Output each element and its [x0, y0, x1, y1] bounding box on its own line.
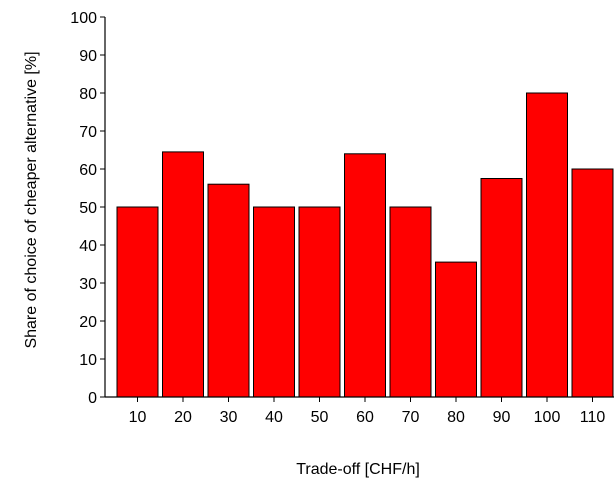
- y-tick-label: 60: [79, 162, 97, 179]
- x-tick-label: 90: [493, 409, 511, 426]
- x-tick-label: 60: [356, 409, 374, 426]
- y-axis-title: Share of choice of cheaper alternative […: [23, 51, 40, 348]
- bar-50: [298, 206, 341, 398]
- y-tick-label: 50: [79, 200, 97, 217]
- x-axis-ticks: 10 20 30 40 50 60 70 80 90 100 110: [129, 397, 606, 426]
- y-tick-label: 70: [79, 124, 97, 141]
- bar-60: [344, 153, 386, 398]
- bar-10: [116, 206, 159, 398]
- bar-20: [162, 151, 204, 398]
- bar-30: [207, 183, 250, 398]
- bar-80: [435, 261, 477, 398]
- y-tick-label: 80: [79, 86, 97, 103]
- bar-100: [526, 92, 568, 398]
- bar-40: [253, 206, 295, 398]
- x-tick-label: 30: [220, 409, 238, 426]
- x-axis-title: Trade-off [CHF/h]: [296, 461, 420, 478]
- bars-group: [116, 92, 614, 398]
- x-tick-label: 50: [311, 409, 329, 426]
- y-tick-label: 30: [79, 276, 97, 293]
- y-tick-label: 40: [79, 238, 97, 255]
- x-tick-label: 40: [265, 409, 283, 426]
- bar-110: [571, 168, 614, 398]
- x-tick-label: 10: [129, 409, 147, 426]
- x-tick-label: 110: [580, 409, 606, 426]
- x-tick-label: 20: [174, 409, 192, 426]
- y-tick-label: 90: [79, 48, 97, 65]
- x-tick-label: 80: [447, 409, 465, 426]
- bar-90: [480, 178, 523, 398]
- y-tick-label: 100: [70, 10, 97, 27]
- y-tick-label: 10: [79, 352, 97, 369]
- y-tick-label: 20: [79, 314, 97, 331]
- x-tick-label: 100: [534, 409, 561, 426]
- y-axis-ticks: 0 10 20 30 40 50 60 70 80 90 100: [70, 10, 105, 407]
- x-tick-label: 70: [402, 409, 420, 426]
- y-tick-label: 0: [88, 390, 97, 407]
- bar-70: [389, 206, 432, 398]
